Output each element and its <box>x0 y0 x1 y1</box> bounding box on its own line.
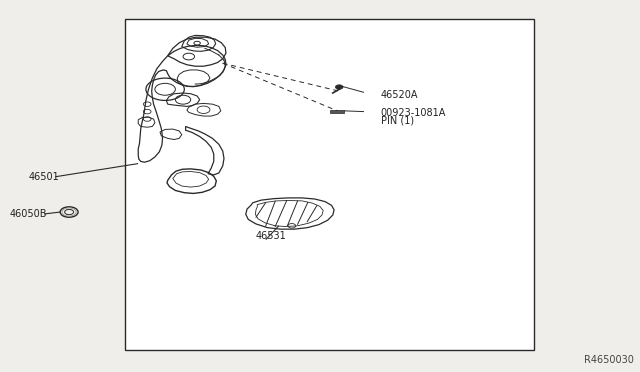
Text: PIN (1): PIN (1) <box>381 116 414 126</box>
Text: R4650030: R4650030 <box>584 355 634 365</box>
Text: 46050B: 46050B <box>10 209 47 219</box>
Text: 46501: 46501 <box>29 172 60 182</box>
Text: 46531: 46531 <box>256 231 287 241</box>
Text: 00923-1081A: 00923-1081A <box>381 109 446 118</box>
Bar <box>125 19 534 350</box>
Text: 46520A: 46520A <box>381 90 419 100</box>
Circle shape <box>335 85 343 89</box>
Bar <box>330 110 344 113</box>
